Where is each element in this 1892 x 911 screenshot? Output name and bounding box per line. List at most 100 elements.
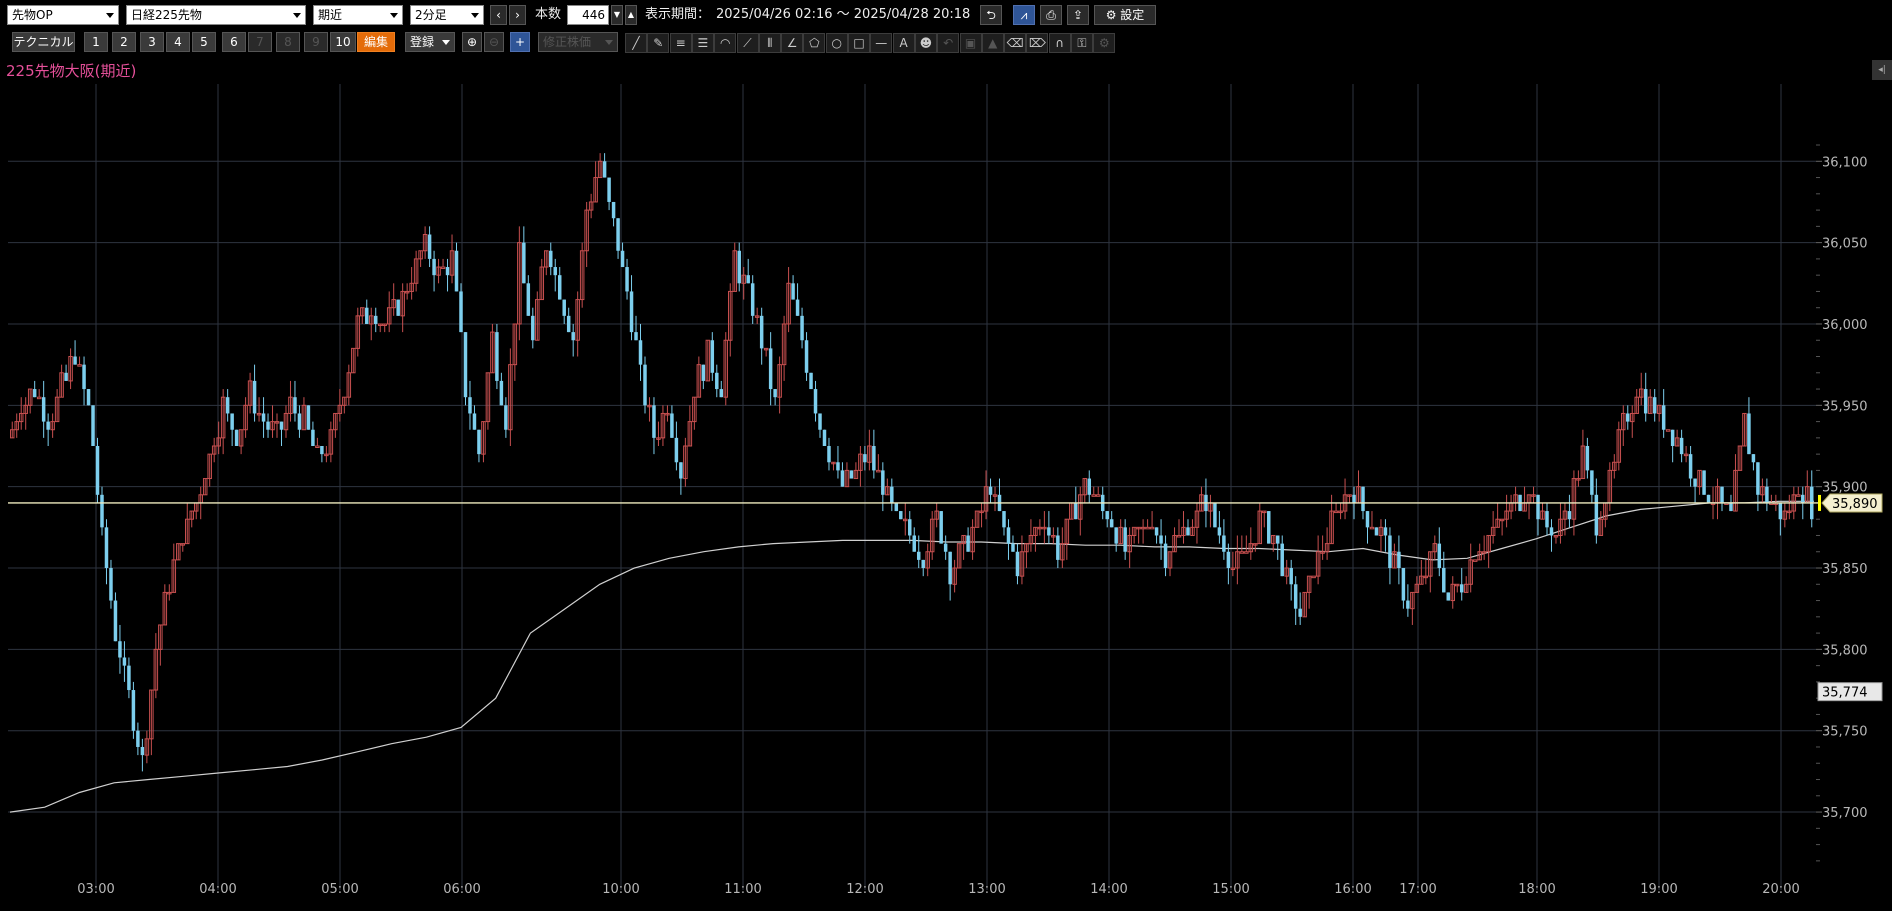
candle — [1423, 559, 1429, 585]
lock-draw-icon[interactable]: ⚿ — [1071, 33, 1093, 53]
candle — [333, 412, 338, 438]
horizontal-lines-icon[interactable]: ≡ — [669, 33, 692, 53]
candle-body-down — [306, 405, 311, 430]
candle — [710, 332, 715, 381]
circle-icon[interactable]: ○ — [825, 33, 848, 53]
candle-body-down — [1298, 608, 1302, 617]
candle-body-down — [373, 315, 378, 324]
candle-body-down — [1693, 478, 1697, 487]
candle-body-up — [256, 412, 262, 416]
x-tick-label: 12:00 — [846, 882, 883, 897]
pentagon-icon[interactable]: ⬠ — [803, 33, 826, 53]
candle — [1526, 494, 1532, 520]
candle-body-up — [597, 160, 603, 179]
candle-body-down — [1437, 543, 1442, 569]
candle-body-down — [1154, 527, 1159, 536]
text-icon[interactable]: A — [892, 33, 915, 53]
bars-down-button[interactable]: ▼ — [611, 5, 623, 25]
candle — [100, 486, 104, 536]
candle-body-up — [1140, 526, 1146, 530]
product-select[interactable]: 先物OP — [7, 5, 119, 25]
bars-up-button[interactable]: ▲ — [625, 5, 637, 25]
interval-select[interactable]: 2分足 — [410, 5, 484, 25]
zoom-in-icon[interactable]: ⊕ — [462, 32, 482, 52]
technical-slot-1-button[interactable]: 1 — [84, 32, 108, 52]
technical-slot-2-button[interactable]: 2 — [112, 32, 136, 52]
draw-settings-icon[interactable]: ⚙ — [1093, 33, 1116, 53]
technical-slot-9-button[interactable]: 9 — [304, 32, 328, 52]
candle — [1208, 494, 1213, 528]
candle — [588, 193, 594, 219]
trendline-icon[interactable]: ╱ — [625, 33, 647, 53]
candle — [607, 177, 611, 211]
vertical-lines-icon[interactable]: ⦀ — [758, 33, 781, 53]
candle — [315, 437, 320, 448]
fan-icon[interactable]: ⟋ — [736, 33, 759, 53]
technical-slot-8-button[interactable]: 8 — [276, 32, 300, 52]
candle — [781, 315, 787, 381]
candle-body-up — [369, 315, 374, 325]
adjusted-price-select[interactable]: 修正株価 — [538, 32, 618, 52]
candle — [1069, 502, 1074, 520]
vwap-line — [9, 500, 1814, 813]
candle-body-up — [220, 396, 226, 439]
hline-icon[interactable]: — — [870, 33, 893, 53]
ruler-icon[interactable]: ✎ — [647, 33, 670, 53]
edit-button[interactable]: 編集 — [357, 32, 395, 52]
candle — [1028, 519, 1034, 552]
contract-select[interactable]: 期近 — [313, 5, 403, 25]
rectangle-icon[interactable]: □ — [848, 33, 870, 53]
candle — [499, 372, 504, 406]
technical-button[interactable]: テクニカル — [12, 32, 75, 52]
fib-lines-icon[interactable]: ☰ — [691, 33, 714, 53]
zoom-out-icon[interactable]: ⊖ — [484, 32, 504, 52]
candle-body-up — [1392, 551, 1397, 569]
return-icon[interactable]: ⮌ — [980, 5, 1002, 25]
candle — [1011, 535, 1015, 552]
candle-body-down — [849, 470, 854, 479]
print-icon[interactable]: ⎙ — [1040, 5, 1062, 25]
undo-draw-icon[interactable]: ↶ — [937, 33, 960, 53]
technical-slot-3-button[interactable]: 3 — [140, 32, 164, 52]
technical-slot-10-button[interactable]: 10 — [330, 32, 356, 52]
candle-body-up — [1428, 551, 1433, 577]
candle — [495, 323, 499, 390]
eraser-all-icon[interactable]: ⌦ — [1026, 33, 1049, 53]
angle-icon[interactable]: ∠ — [781, 33, 804, 53]
candle — [504, 397, 508, 438]
paint-icon[interactable]: ▲ — [981, 33, 1004, 53]
candle — [82, 356, 86, 406]
candle — [929, 511, 935, 560]
candle-body-up — [858, 453, 863, 471]
symbol-select[interactable]: 日経225先物 — [126, 5, 306, 25]
technical-slot-6-button[interactable]: 6 — [222, 32, 246, 52]
candle — [440, 258, 446, 270]
prev-button[interactable]: ‹ — [490, 5, 507, 25]
technical-slot-7-button[interactable]: 7 — [248, 32, 272, 52]
register-button[interactable]: 登録 — [405, 32, 455, 52]
magnet-icon[interactable]: ∩ — [1048, 33, 1071, 53]
eraser-icon[interactable]: ⌫ — [1004, 33, 1027, 53]
candle-body-up — [1257, 510, 1263, 545]
export-icon[interactable]: ⇪ — [1067, 5, 1089, 25]
chevron-down-icon — [106, 13, 114, 18]
candle-body-down — [921, 559, 925, 569]
arc-icon[interactable]: ◠ — [714, 33, 737, 53]
candle — [562, 299, 566, 324]
candle-body-down — [396, 299, 400, 316]
candle-body-down — [912, 535, 916, 552]
chart-type-icon[interactable]: ⩘ — [1013, 5, 1035, 25]
candle-body-down — [840, 470, 845, 487]
candle — [409, 267, 414, 300]
collapse-panel-icon[interactable]: ◂| — [1872, 60, 1892, 80]
settings-button[interactable]: ⚙ 設定 — [1094, 5, 1156, 25]
technical-slot-4-button[interactable]: 4 — [166, 32, 190, 52]
candle-body-down — [445, 267, 450, 276]
crosshair-icon[interactable]: + — [510, 32, 530, 52]
bars-input[interactable]: 446 — [567, 5, 609, 25]
next-button[interactable]: › — [509, 5, 526, 25]
icon-stamp-icon[interactable]: ☻ — [914, 33, 937, 53]
copy-icon[interactable]: ▣ — [959, 33, 982, 53]
candle — [1643, 372, 1648, 422]
technical-slot-5-button[interactable]: 5 — [192, 32, 216, 52]
